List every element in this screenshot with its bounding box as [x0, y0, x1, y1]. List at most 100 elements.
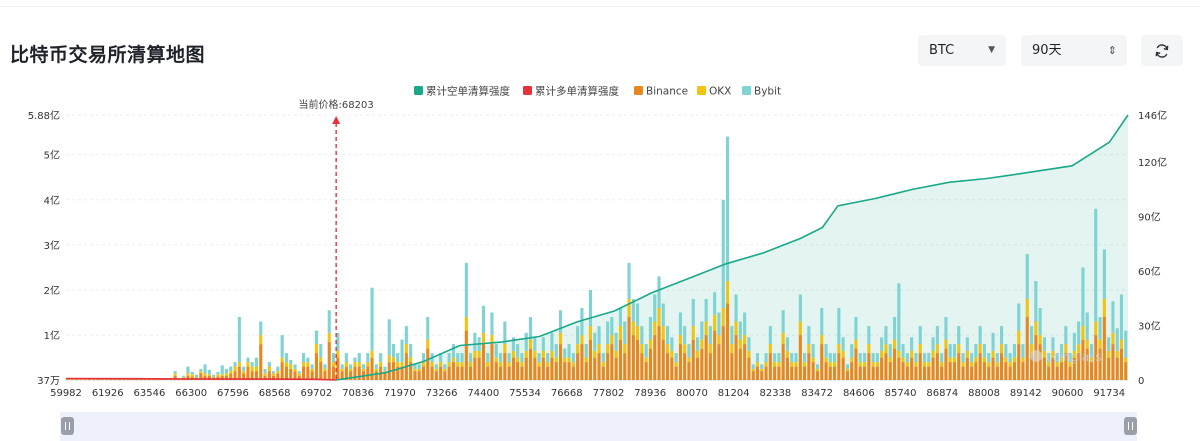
bar-bybit: [777, 353, 781, 363]
bar-bybit: [845, 364, 849, 369]
range-slider-left-handle[interactable]: [61, 417, 74, 435]
bar-binance: [494, 362, 498, 380]
bar-bybit: [284, 353, 288, 363]
bar-binance: [982, 362, 986, 380]
bar-bybit: [254, 357, 258, 367]
bar-bybit: [387, 319, 391, 356]
bar-bybit: [276, 366, 280, 372]
bar-bybit: [1012, 344, 1016, 358]
bar-binance: [974, 362, 978, 380]
bar-okx: [794, 362, 798, 367]
bar-binance: [336, 357, 340, 380]
bar-bybit: [306, 357, 310, 363]
bar-bybit: [1038, 308, 1042, 336]
bar-bybit: [755, 353, 759, 363]
bar-binance: [246, 366, 250, 380]
bar-binance: [593, 357, 597, 380]
bar-okx: [409, 357, 413, 363]
bar-bybit: [747, 337, 751, 351]
bar-bybit: [533, 337, 537, 351]
bar-bybit: [302, 353, 306, 363]
bar-okx: [726, 281, 730, 304]
bar-binance: [648, 348, 652, 380]
legend-item-bybit[interactable]: Bybit: [742, 86, 781, 98]
bar-okx: [1102, 299, 1106, 317]
bar-binance: [1098, 348, 1102, 380]
legend-item-okx[interactable]: OKX: [697, 86, 731, 98]
bar-bybit: [576, 326, 580, 345]
bar-okx: [220, 374, 224, 376]
bar-okx: [884, 344, 888, 354]
bar-okx: [978, 344, 982, 354]
legend-item-long-cum[interactable]: 累计多单清算强度: [523, 85, 619, 98]
bar-binance: [807, 353, 811, 380]
x-tick-label: 80070: [676, 388, 708, 399]
bar-okx: [820, 335, 824, 345]
legend-label: Bybit: [754, 86, 781, 98]
bar-binance: [349, 371, 353, 380]
bar-binance: [875, 366, 879, 380]
bar-bybit: [417, 364, 421, 369]
bar-bybit: [1047, 353, 1051, 363]
bar-binance: [421, 366, 425, 380]
bar-bybit: [362, 364, 366, 369]
y-right-tick-label: 30亿: [1138, 320, 1161, 333]
bar-bybit: [940, 353, 944, 363]
bar-binance: [773, 366, 777, 380]
y-right-tick-label: 90亿: [1138, 211, 1161, 224]
bar-okx: [601, 362, 605, 367]
bar-bybit: [982, 344, 986, 358]
bar-okx: [400, 362, 404, 367]
bar-bybit: [173, 371, 177, 374]
bar-okx: [1085, 339, 1089, 349]
bar-okx: [653, 321, 657, 335]
bar-binance: [284, 366, 288, 380]
legend-item-binance[interactable]: Binance: [634, 86, 688, 98]
bar-okx: [344, 362, 348, 367]
bar-binance: [1090, 362, 1094, 380]
bar-binance: [1085, 348, 1089, 380]
bar-bybit: [490, 312, 494, 335]
bar-okx: [708, 344, 712, 354]
bar-binance: [653, 335, 657, 380]
bar-bybit: [794, 353, 798, 363]
bar-binance: [529, 348, 533, 380]
bar-okx: [897, 350, 901, 358]
bar-bybit: [237, 317, 241, 363]
bar-okx: [524, 350, 528, 358]
bar-binance: [75, 378, 79, 380]
bar-okx: [584, 357, 588, 363]
bar-binance: [961, 366, 965, 380]
legend-swatch: [634, 86, 643, 95]
bar-binance: [220, 375, 224, 380]
legend-item-short-cum[interactable]: 累计空单清算强度: [414, 85, 510, 98]
bar-bybit: [1060, 344, 1064, 358]
coin-select[interactable]: BTC ▼: [918, 35, 1006, 66]
bar-okx: [717, 335, 721, 345]
bar-bybit: [481, 305, 485, 333]
x-tick-label: 66300: [175, 388, 207, 399]
x-axis-labels: 59982 61926 63546 66300 67596 68568 69702 70836…: [50, 388, 1125, 399]
bar-binance: [357, 366, 361, 380]
bar-binance: [490, 344, 494, 380]
bar-okx: [203, 373, 207, 376]
refresh-button[interactable]: [1141, 35, 1183, 66]
range-select[interactable]: 90天 ⇕: [1021, 35, 1127, 66]
bar-bybit: [332, 353, 336, 363]
bar-bybit: [486, 353, 490, 363]
bar-binance: [854, 348, 858, 380]
y-left-tick-label: 5亿: [44, 149, 60, 162]
range-slider-right-handle[interactable]: [1124, 417, 1137, 435]
x-tick-label: 70836: [342, 388, 374, 399]
bar-bybit: [319, 344, 323, 358]
top-divider: [0, 6, 1200, 7]
x-tick-label: 84606: [843, 388, 875, 399]
bar-bybit: [323, 364, 327, 369]
chevron-down-icon: ▼: [988, 45, 995, 55]
stacked-bars: [66, 136, 1128, 380]
range-slider-track[interactable]: [60, 412, 1137, 441]
bar-bybit: [507, 353, 511, 363]
bar-binance: [674, 366, 678, 380]
bar-okx: [760, 368, 764, 372]
bar-bybit: [987, 353, 991, 363]
